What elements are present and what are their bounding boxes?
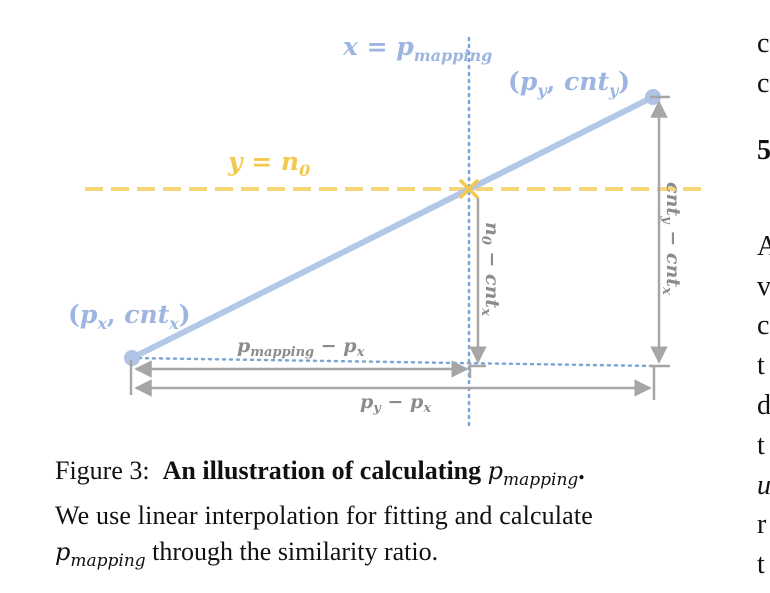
- right-col-char: 5: [757, 135, 770, 166]
- label-y-equals-n0: y = n0: [227, 147, 310, 180]
- label-point-py-cnty: (py, cnty): [508, 67, 630, 100]
- caption-math-pmapping-2: pmapping: [55, 537, 146, 571]
- right-col-char: A: [757, 231, 770, 262]
- right-col-char: r: [757, 509, 767, 540]
- label-py-minus-px: py − px: [360, 391, 431, 416]
- caption-line-2: We use linear interpolation for fitting …: [55, 500, 593, 530]
- interpolation-diagram: x = pmapping y = n0 (py, cnty) (px, cntx…: [68, 32, 705, 427]
- caption-math-pmapping-1: pmapping: [487, 457, 579, 490]
- right-col-char: v: [757, 271, 770, 302]
- right-col-char: t: [757, 430, 765, 461]
- right-col-char: t: [757, 549, 765, 580]
- label-pmapping-minus-px: pmapping − px: [237, 335, 365, 360]
- right-col-char: c: [757, 28, 770, 59]
- label-n0-minus-cntx: n0 − cntx: [478, 222, 503, 316]
- interpolation-line: [129, 94, 656, 361]
- label-point-px-cntx: (px, cntx): [68, 300, 191, 333]
- intersection-marker: [459, 179, 479, 199]
- right-col-char: c: [757, 310, 770, 341]
- baseline-dotted: [130, 356, 657, 368]
- caption-figure-number: Figure 3:: [55, 456, 150, 485]
- right-col-char: t: [757, 350, 765, 381]
- adjacent-column-fragment: c c 5 A v c t d t u r t: [757, 0, 770, 593]
- right-col-char: c: [757, 68, 770, 99]
- right-col-char: u: [757, 470, 770, 501]
- caption-period: .: [578, 456, 585, 485]
- label-x-equals-pmapping: x = pmapping: [342, 32, 492, 65]
- caption-line-3: pmapping through the similarity ratio.: [55, 536, 439, 571]
- caption-bold-title: An illustration of calculating: [162, 456, 482, 485]
- right-col-char: d: [757, 390, 770, 421]
- figure-caption: Figure 3: An illustration of calculating…: [55, 453, 710, 579]
- caption-line-1: Figure 3: An illustration of calculating…: [55, 453, 710, 498]
- label-cnty-minus-cntx: cnty − cntx: [659, 182, 684, 295]
